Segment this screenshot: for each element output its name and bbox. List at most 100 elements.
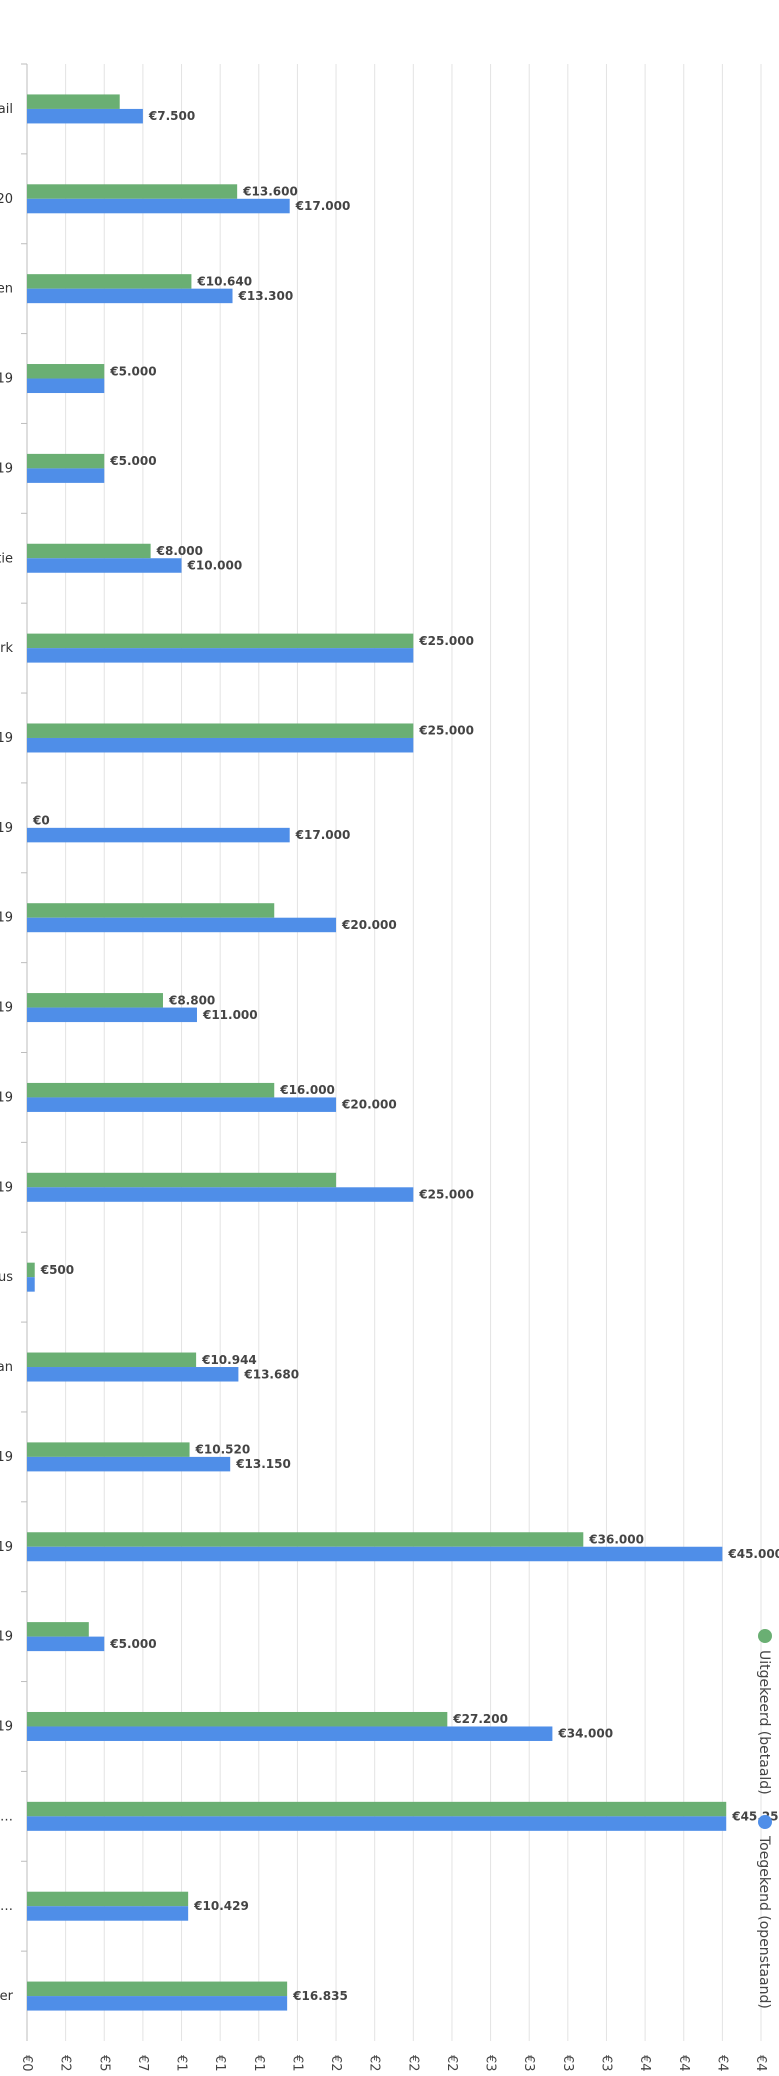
bar-toegekend <box>27 1906 189 1921</box>
category-label: 2019-2-000677 - WEST - Entree Kunstwerk … <box>0 641 13 656</box>
data-label: €27.200 <box>452 1712 508 1726</box>
bar-uitgekeerd <box>27 1711 448 1727</box>
data-label: €20.000 <box>341 918 397 932</box>
data-label: €5.000 <box>109 1637 156 1651</box>
bar-uitgekeerd <box>27 633 414 649</box>
data-label: €13.600 <box>242 185 298 199</box>
bar-toegekend <box>27 1996 288 2011</box>
data-label: €13.150 <box>235 1457 291 1471</box>
category-label: 2018-2-000437 - WEST - Stadsbreed - Noor… <box>0 1809 13 1824</box>
category-label: 2018-2-000307 - WEST - Stadsbreed - Gron… <box>0 1989 14 2004</box>
data-label: €20.000 <box>341 1098 397 1112</box>
data-label: €10.520 <box>195 1443 251 1457</box>
category-label: 2019-2-000671 - WEST - Stichting OTP 201… <box>0 731 13 746</box>
category-label: 2019-2-000683 - WEST - Stadsbreed | Opst… <box>0 551 13 566</box>
bar-toegekend <box>27 1097 337 1112</box>
data-label: €500 <box>40 1263 74 1277</box>
value-tick-label: €45.000 <box>714 2055 729 2071</box>
bar-toegekend <box>27 288 233 304</box>
value-tick-label: €27.500 <box>444 2055 459 2071</box>
bar-toegekend <box>27 1816 727 1831</box>
legend: Uitgekeerd (betaald) Toegekend (openstaan… <box>756 1629 772 2009</box>
data-label: €0 <box>32 814 50 828</box>
bar-uitgekeerd <box>26 184 238 199</box>
value-tick-label: €30.000 <box>483 2055 498 2071</box>
bar-toegekend <box>27 1636 105 1652</box>
value-tick-label: €20.000 <box>328 2055 343 2071</box>
category-label: 2019-2-000668 - WEST - Zonnebootrace Gro… <box>0 821 13 836</box>
value-tick-label: €47… <box>753 2055 768 2071</box>
bar-toegekend <box>27 1007 197 1023</box>
bar-uitgekeerd <box>27 274 192 289</box>
value-tick-label: €37.500 <box>598 2055 613 2071</box>
value-tick-label: €35.000 <box>560 2055 575 2071</box>
category-label: 2019-2-000698 - WEST - Parkmanagement We… <box>0 372 13 387</box>
value-tick-label: €32.500 <box>521 2055 536 2071</box>
data-label: €10.429 <box>193 1899 249 1913</box>
bar-toegekend <box>26 108 143 124</box>
category-label: 2019-2-000634 - WEST - Selwerd 2019 <box>0 1450 13 1465</box>
bar-uitgekeerd <box>26 543 151 559</box>
data-label: €10.000 <box>187 559 243 573</box>
bar-toegekend <box>27 827 290 843</box>
category-label: 2019-2-000639 - WEST - Reitdiephaven 201… <box>0 1090 13 1105</box>
value-tick-label: €25.000 <box>405 2055 420 2071</box>
category-label: 2018-2-000414 - WEST - Stadsbreed - Deel… <box>0 1899 13 1914</box>
bar-toegekend <box>27 1726 553 1741</box>
value-tick-label: €40.000 <box>637 2055 652 2071</box>
bar-uitgekeerd <box>27 1172 337 1188</box>
category-label: 2019-2-000627 - WEST - Ondersteuning Sti… <box>0 1540 13 1555</box>
bar-uitgekeerd <box>27 1891 189 1907</box>
legend-marker-toegekend <box>758 1815 772 1829</box>
value-tick-label: €12.500 <box>212 2055 227 2071</box>
bar-uitgekeerd <box>27 1622 89 1637</box>
bar-toegekend <box>27 198 290 214</box>
value-tick-label: €42.500 <box>676 2055 691 2071</box>
value-tick-label: €17.500 <box>289 2055 304 2071</box>
data-label: €5.000 <box>109 454 156 468</box>
bar-uitgekeerd <box>26 1082 275 1098</box>
bar-toegekend <box>27 648 414 663</box>
category-label: 2019-2-000640 - WEST - Overwinningsplein… <box>0 1001 13 1016</box>
category-label: 2019-2-000637 - WEST - Symposium 2019 En… <box>0 1270 13 1285</box>
bar-toegekend <box>26 1456 231 1472</box>
bar-uitgekeerd <box>26 903 275 918</box>
bar-toegekend <box>26 558 182 573</box>
bar-toegekend <box>27 1277 35 1292</box>
data-label: €11.000 <box>202 1008 258 1022</box>
data-label: €25.000 <box>418 724 474 738</box>
bar-uitgekeerd <box>27 1532 584 1547</box>
bar-uitgekeerd <box>27 1801 727 1817</box>
data-label: €45.000 <box>727 1547 779 1561</box>
data-label: €25.000 <box>418 1188 474 1202</box>
bar-toegekend <box>27 917 337 933</box>
category-label: 2019-2-000732 - WEST - Stadsoogst 2019 O… <box>0 102 13 117</box>
value-tick-label: €22.500 <box>367 2055 382 2071</box>
data-label: €34.000 <box>557 1727 613 1741</box>
data-label: €25.000 <box>418 634 474 648</box>
category-label: 2019-2-000693 - WEST - Groningen Congres… <box>0 461 13 476</box>
bar-toegekend <box>27 737 414 753</box>
value-tick-label: €7.500 <box>135 2055 150 2071</box>
bar-toegekend <box>27 1367 239 1382</box>
data-label: €8.000 <box>156 544 203 558</box>
data-label: €16.000 <box>279 1083 335 1097</box>
data-label: €10.640 <box>196 274 252 288</box>
category-label: 2019-2-000489 - WEST - Stadsbreed - Coll… <box>0 1719 13 1734</box>
data-label: €36.000 <box>588 1533 644 1547</box>
bar-toegekend <box>27 1187 414 1202</box>
bar-uitgekeerd <box>27 1981 288 1997</box>
category-label: 2019-2-000638 - WEST - Campusmanagement … <box>0 1180 13 1195</box>
legend-label-uitgekeerd: Uitgekeerd (betaald) <box>756 1650 772 1795</box>
bar-toegekend <box>27 468 105 483</box>
value-tick-label: €15.000 <box>251 2055 266 2071</box>
legend-marker-uitgekeerd <box>758 1629 772 1643</box>
category-label: 2019-2-000625 - WEST - Winkelgebied Hoog… <box>0 1630 13 1645</box>
data-label: €17.000 <box>295 199 351 213</box>
data-label: €16.835 <box>292 1989 348 2003</box>
data-label: €5.000 <box>109 364 156 378</box>
value-tick-label: €2.500 <box>58 2055 73 2071</box>
data-label: €13.680 <box>243 1367 299 1381</box>
data-label: €8.800 <box>168 993 215 1007</box>
